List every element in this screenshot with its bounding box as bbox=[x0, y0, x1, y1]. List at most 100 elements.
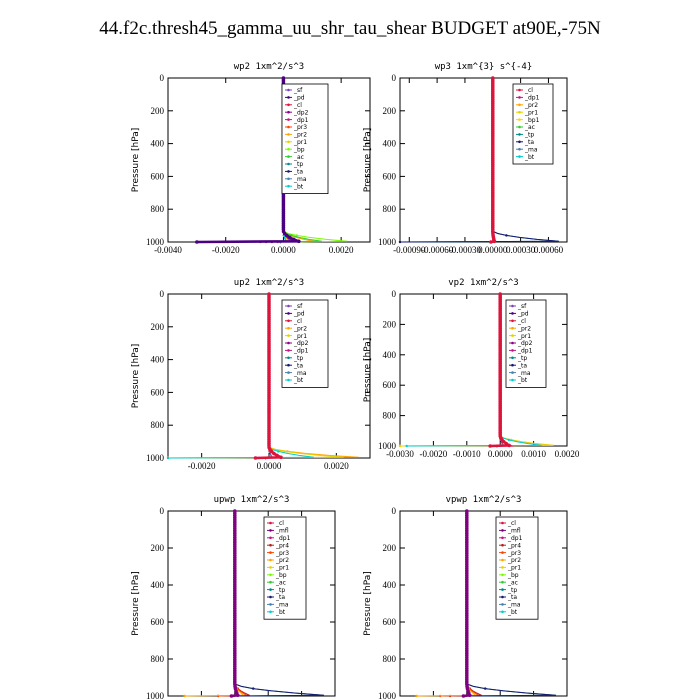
series-marker-mfl bbox=[229, 694, 234, 698]
legend-label: _cl bbox=[524, 87, 533, 94]
legend-label: _bt bbox=[517, 377, 528, 384]
legend-label: _tp bbox=[293, 355, 303, 362]
legend-label: _pr1 bbox=[517, 333, 531, 340]
legend-marker bbox=[511, 363, 514, 367]
legend-label: _pr1 bbox=[524, 109, 538, 116]
legend-marker bbox=[511, 326, 514, 330]
legend-marker bbox=[269, 529, 272, 532]
legend-label: _mfl bbox=[275, 528, 289, 535]
legend-label: _cl bbox=[293, 318, 302, 325]
legend-marker bbox=[501, 595, 504, 599]
panel-title: upwp 1xm^2/s^3 bbox=[214, 495, 290, 505]
legend-marker bbox=[287, 371, 290, 374]
y-tick-label: 600 bbox=[383, 380, 397, 390]
y-tick-label: 600 bbox=[151, 387, 165, 397]
legend-label: _bp bbox=[275, 572, 287, 579]
series-marker-ta bbox=[252, 687, 255, 690]
series-marker-cl bbox=[492, 239, 497, 244]
legend-label: _ma bbox=[293, 176, 307, 183]
y-axis-label: Pressure [hPa] bbox=[131, 571, 141, 636]
legend-marker bbox=[287, 140, 290, 144]
legend-marker bbox=[501, 521, 504, 525]
x-tick-label: 0.00000 bbox=[478, 245, 508, 255]
y-tick-label: 200 bbox=[383, 106, 397, 116]
legend-label: _ma bbox=[293, 370, 307, 377]
legend-label: _dp2 bbox=[517, 340, 533, 347]
legend-label: _ma bbox=[275, 602, 289, 609]
series-marker-cl bbox=[488, 444, 492, 448]
plot-frame bbox=[399, 510, 568, 697]
legend-marker bbox=[287, 356, 290, 360]
y-axis-label: Pressure [hPa] bbox=[363, 571, 373, 636]
series-marker-bt bbox=[405, 444, 408, 448]
series-marker-pr1 bbox=[283, 450, 286, 453]
series-marker-cl bbox=[269, 449, 274, 454]
y-tick-label: 0 bbox=[392, 506, 397, 516]
series-marker-mfl bbox=[467, 693, 472, 698]
y-tick-label: 400 bbox=[151, 580, 165, 590]
legend-marker bbox=[501, 566, 504, 569]
y-tick-label: 1000 bbox=[146, 453, 165, 463]
legend-marker bbox=[511, 319, 514, 323]
legend-label: _pr1 bbox=[293, 333, 307, 340]
series-marker-pd bbox=[195, 240, 199, 244]
y-tick-label: 0 bbox=[392, 289, 397, 299]
legend-marker bbox=[501, 529, 504, 532]
legend-marker bbox=[287, 125, 290, 129]
y-tick-label: 1000 bbox=[146, 691, 165, 700]
y-tick-label: 400 bbox=[151, 355, 165, 365]
legend-label: _pr3 bbox=[507, 550, 521, 557]
x-tick-label: 0.0010 bbox=[521, 449, 546, 459]
chart-panel-2: wp3 1xm^{3} s^{-4} Pressure [hPa] 0 200 400 6… bbox=[363, 62, 568, 255]
y-tick-label: 600 bbox=[383, 171, 397, 181]
legend-marker bbox=[511, 334, 514, 337]
legend-marker bbox=[287, 103, 290, 107]
legend-marker bbox=[518, 133, 521, 136]
legend-label: _pd bbox=[293, 311, 305, 318]
legend-marker bbox=[511, 312, 514, 315]
legend-label: _cl bbox=[507, 520, 516, 527]
panel-title: wp3 1xm^{3} s^{-4} bbox=[435, 62, 533, 72]
legend-marker bbox=[501, 558, 504, 562]
y-tick-label: 1000 bbox=[378, 441, 397, 451]
legend-label: _pr4 bbox=[507, 542, 521, 549]
y-tick-label: 800 bbox=[151, 204, 165, 214]
legend-marker bbox=[501, 588, 504, 591]
y-tick-label: 200 bbox=[383, 543, 397, 553]
series-line-pr3 bbox=[218, 511, 249, 697]
x-tick-label: -0.0020 bbox=[212, 245, 240, 255]
legend-label: _pr2 bbox=[293, 132, 307, 139]
y-tick-label: 200 bbox=[151, 322, 165, 332]
series-marker-pd bbox=[284, 233, 289, 238]
legend-marker bbox=[501, 543, 504, 547]
series-marker-cl bbox=[275, 453, 279, 458]
legend-label: _bp bbox=[507, 572, 519, 579]
legend-marker bbox=[511, 378, 514, 382]
y-tick-label: 400 bbox=[151, 139, 165, 149]
x-tick-label: 0.00060 bbox=[534, 245, 564, 255]
y-axis-label: Pressure [hPa] bbox=[131, 344, 141, 409]
legend-marker bbox=[287, 326, 290, 330]
legend-marker bbox=[518, 147, 521, 151]
x-tick-label: 0.0000 bbox=[271, 245, 296, 255]
series-marker-cl bbox=[507, 443, 511, 448]
y-tick-label: 800 bbox=[383, 654, 397, 664]
legend-marker bbox=[269, 573, 272, 577]
series-marker-pr2 bbox=[183, 694, 186, 698]
legend-marker bbox=[501, 603, 504, 606]
legend-marker bbox=[511, 371, 514, 374]
legend-marker bbox=[287, 177, 290, 181]
series-marker-bt bbox=[277, 450, 280, 453]
x-tick-label: -0.0020 bbox=[188, 461, 216, 471]
y-tick-label: 600 bbox=[383, 617, 397, 627]
legend-label: _bt bbox=[275, 609, 286, 616]
legend-label: _dp1 bbox=[507, 535, 523, 542]
legend-label: _bp1 bbox=[524, 117, 540, 124]
chart-panel-6: vpwp 1xm^2/s^3 Pressure [hPa] 0 200 400 600 80… bbox=[363, 495, 580, 700]
panel-title: vp2 1xm^2/s^3 bbox=[448, 278, 518, 288]
legend-label: _pr2 bbox=[524, 102, 538, 109]
y-tick-label: 800 bbox=[151, 420, 165, 430]
y-tick-label: 600 bbox=[151, 171, 165, 181]
y-tick-label: 0 bbox=[160, 289, 165, 299]
legend-marker bbox=[269, 595, 272, 599]
